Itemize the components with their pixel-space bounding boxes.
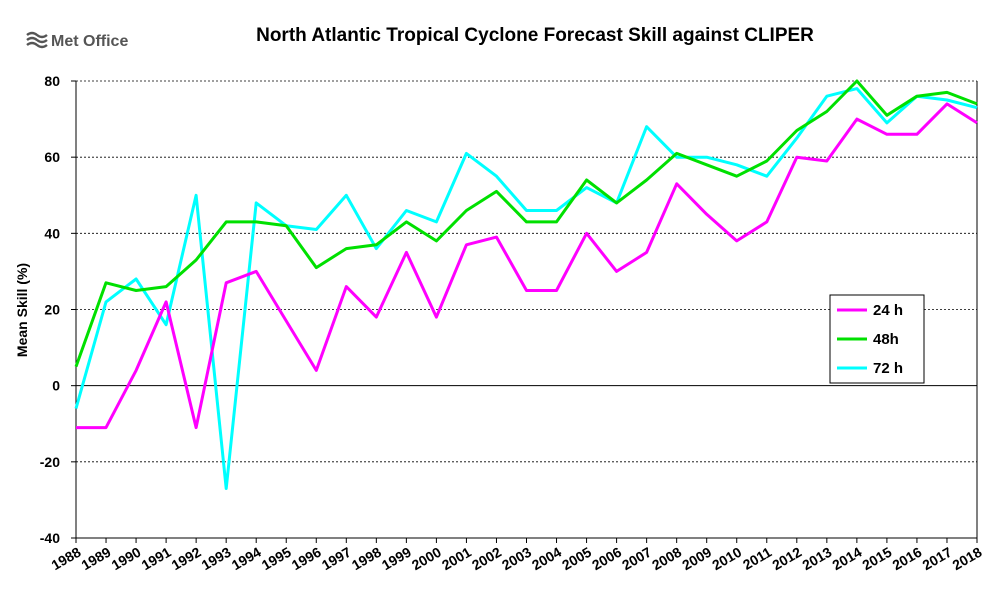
y-axis-label: Mean Skill (%) xyxy=(14,263,30,357)
met-office-logo: Met Office xyxy=(26,31,128,50)
y-tick-label: 20 xyxy=(44,302,60,318)
y-tick-label: 60 xyxy=(44,149,60,165)
legend-label: 48h xyxy=(873,331,899,348)
y-tick-label: -40 xyxy=(40,530,60,546)
x-ticks: 1988198919901991199219931994199519961997… xyxy=(49,538,985,573)
y-ticks: -40 -20 0 20 40 60 80 xyxy=(40,73,76,546)
series-line-48h xyxy=(74,79,978,368)
y-tick-label: 80 xyxy=(44,73,60,89)
x-tick-label: 2018 xyxy=(950,544,985,574)
y-tick-label: 40 xyxy=(44,225,60,241)
logo-waves-icon xyxy=(26,31,48,49)
y-tick-label: -20 xyxy=(40,454,60,470)
legend-label: 24 h xyxy=(873,302,903,319)
series-lines xyxy=(74,79,978,490)
series-line-72h xyxy=(74,87,978,490)
chart-title: North Atlantic Tropical Cyclone Forecast… xyxy=(256,25,814,46)
logo-text: Met Office xyxy=(51,33,128,50)
y-tick-label: 0 xyxy=(52,378,60,394)
legend: 24 h 48h 72 h xyxy=(829,294,925,384)
series-line-24h xyxy=(76,102,978,430)
legend-label: 72 h xyxy=(873,360,903,377)
